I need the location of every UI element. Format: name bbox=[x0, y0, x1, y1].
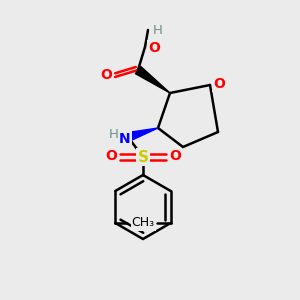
Polygon shape bbox=[127, 128, 158, 141]
Text: S: S bbox=[137, 149, 148, 164]
Text: O: O bbox=[100, 68, 112, 82]
Text: H: H bbox=[153, 23, 163, 37]
Text: O: O bbox=[213, 77, 225, 91]
Text: F: F bbox=[141, 216, 151, 230]
Text: H: H bbox=[109, 128, 119, 142]
Polygon shape bbox=[135, 66, 170, 93]
Text: O: O bbox=[169, 149, 181, 163]
Text: N: N bbox=[119, 132, 131, 146]
Text: O: O bbox=[105, 149, 117, 163]
Text: CH₃: CH₃ bbox=[132, 217, 155, 230]
Text: O: O bbox=[148, 41, 160, 55]
